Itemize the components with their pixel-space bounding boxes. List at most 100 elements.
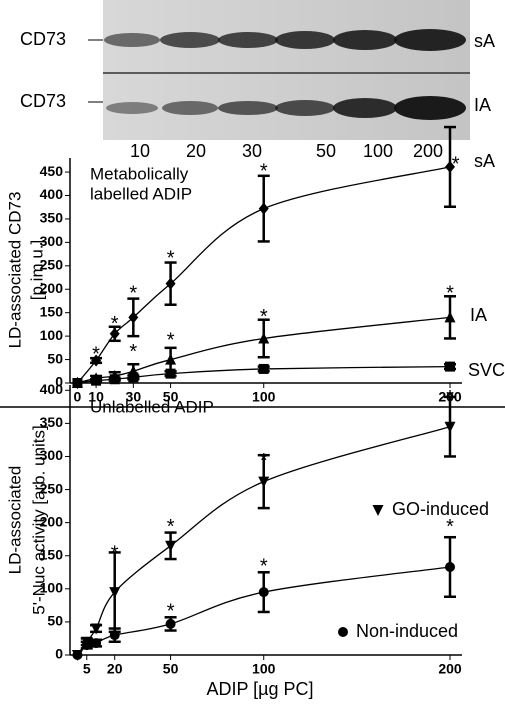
significance: *	[260, 450, 268, 472]
lane-label: 30	[242, 141, 262, 161]
y-axis-label: LD-associated	[5, 466, 24, 575]
y-tick-label: 300	[40, 447, 64, 463]
point	[72, 378, 83, 388]
significance: *	[167, 516, 175, 538]
point	[258, 587, 269, 598]
point	[91, 354, 102, 367]
lane-label: 100	[363, 141, 393, 161]
annotation: Unlabelled ADIP	[90, 397, 214, 416]
y-tick-label: 150	[40, 303, 64, 319]
series-label: SVC	[468, 360, 505, 380]
blot-image	[103, 0, 470, 140]
blot: CD73 CD73 sA IA	[20, 0, 495, 140]
point	[109, 374, 120, 385]
x-tick-label: 30	[126, 389, 142, 405]
lane-label: 20	[186, 141, 206, 161]
point	[258, 202, 269, 215]
blot-row-tag: IA	[474, 95, 491, 115]
blot-row-label: CD73	[20, 29, 66, 49]
x-tick-label: 5	[83, 661, 91, 677]
y-tick-label: 250	[40, 257, 64, 273]
point	[81, 640, 92, 651]
legend-marker	[338, 627, 348, 637]
point	[128, 311, 139, 324]
point	[91, 638, 102, 649]
x-tick-label: 10	[88, 389, 104, 405]
x-tick-label: 50	[163, 389, 179, 405]
point	[258, 476, 270, 488]
point	[445, 160, 455, 173]
significance: *	[260, 161, 268, 183]
point	[91, 375, 102, 386]
point	[90, 623, 102, 635]
y-tick-label: 300	[40, 233, 64, 249]
y-tick-label: 0	[55, 374, 63, 390]
y-tick-label: 50	[47, 613, 63, 629]
y-tick-label: 50	[47, 350, 63, 366]
significance: *	[167, 601, 175, 623]
blot-row-tag: sA	[474, 31, 495, 51]
y-tick-label: 100	[40, 327, 64, 343]
point	[72, 650, 83, 660]
point	[109, 630, 120, 641]
y-axis-label: 5'-Nuc activity [arb. units]	[29, 425, 48, 614]
point	[444, 421, 456, 433]
significance: *	[167, 329, 175, 351]
y-tick-label: 0	[55, 646, 63, 662]
significance: *	[260, 306, 268, 328]
significance: *	[129, 283, 137, 305]
point	[165, 368, 176, 379]
point	[165, 540, 177, 552]
x-tick-label: 0	[74, 389, 82, 405]
x-tick-label: 100	[252, 661, 276, 677]
significance: *	[92, 343, 100, 365]
y-tick-label: 400	[40, 381, 64, 397]
significance: *	[111, 313, 119, 335]
y-tick-label: 350	[40, 414, 64, 430]
significance: *	[260, 556, 268, 578]
significance: *	[446, 387, 454, 409]
chart: 0 50 100 150 200 250 300 350 400 450 0 10 30 50 100 200…	[5, 125, 505, 405]
x-tick-label: 20	[107, 661, 123, 677]
y-tick-label: 450	[40, 163, 64, 179]
annotation: labelled ADIP	[90, 184, 192, 203]
blot-row-label: CD73	[20, 91, 66, 111]
point	[165, 618, 176, 629]
point	[109, 327, 120, 340]
x-tick-label: 50	[163, 661, 179, 677]
series-label: GO-induced	[392, 499, 489, 519]
series-label: Non-induced	[356, 621, 458, 641]
lane-label: 10	[130, 141, 150, 161]
legend-marker	[372, 505, 384, 516]
y-tick-label: 250	[40, 480, 64, 496]
lane-label: 200	[413, 141, 443, 161]
y-tick-label: 200	[40, 280, 64, 296]
significance: *	[167, 247, 175, 269]
point	[445, 361, 455, 372]
y-tick-label: 350	[40, 210, 64, 226]
y-axis-label: [p.im.u.]	[27, 240, 46, 300]
significance: *	[446, 283, 454, 305]
point	[165, 277, 176, 290]
bands	[104, 29, 466, 120]
series-label: IA	[470, 305, 487, 325]
point	[445, 561, 455, 572]
y-tick-label: 200	[40, 513, 64, 529]
x-tick-label: 100	[252, 389, 276, 405]
x-axis-label: ADIP [µg PC]	[206, 679, 313, 699]
point	[258, 332, 270, 344]
y-tick-label: 150	[40, 546, 64, 562]
annotation: Metabolically	[90, 164, 189, 183]
point	[444, 311, 456, 323]
significance: *	[111, 542, 119, 564]
y-axis-label: LD-associated CD73	[5, 192, 24, 349]
series-label: sA	[474, 151, 495, 171]
point	[128, 372, 139, 383]
lane-label: 50	[316, 141, 336, 161]
significance: *	[129, 341, 137, 363]
point	[165, 353, 177, 365]
significance: *	[452, 154, 460, 176]
significance: *	[446, 516, 454, 538]
